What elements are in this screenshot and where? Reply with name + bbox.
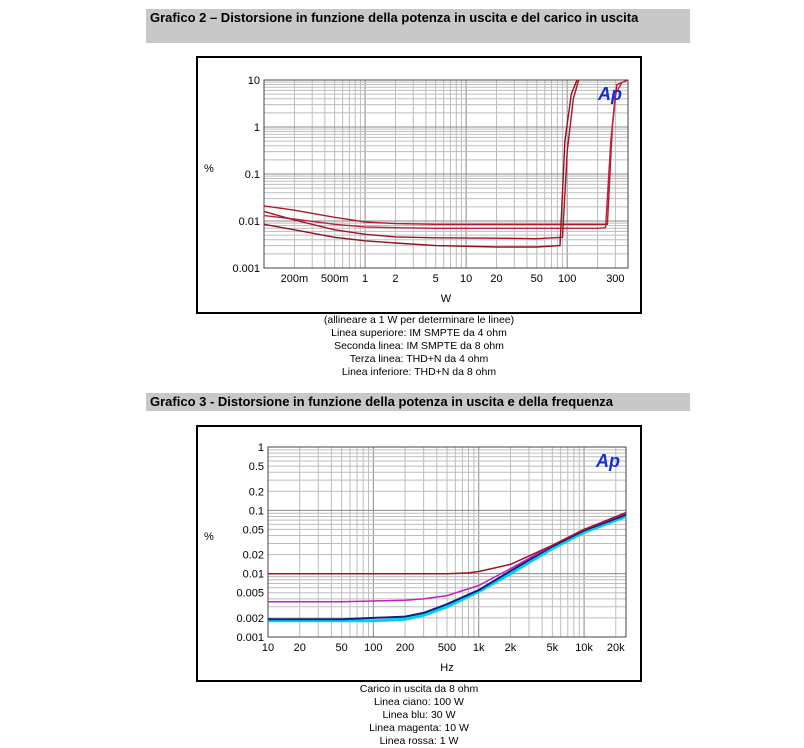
chart3-caption-line: Carico in uscita da 8 ohm xyxy=(359,683,479,695)
chart2-x-tick-label: 1 xyxy=(362,273,368,285)
chart2-y-tick-label: 0.1 xyxy=(245,169,260,181)
chart2-x-tick-label: 100 xyxy=(558,273,576,285)
chart3-panel: 1 0.5 0.2 0.1 0.05 0.02 0.01 0.005 0.002 0.001 10 2… xyxy=(196,425,642,682)
chart2-x-axis-label: W xyxy=(441,293,452,305)
chart2-y-axis-label: % xyxy=(204,163,214,175)
chart2-y-tick-label: 10 xyxy=(248,75,260,87)
chart2-ap-logo: Ap xyxy=(597,84,622,104)
chart3-series-line-1 xyxy=(268,513,627,621)
chart3-x-tick-label: 100 xyxy=(364,642,382,654)
chart3-x-tick-label: 20k xyxy=(607,642,625,654)
chart3-heading: Grafico 3 - Distorsione in funzione dell… xyxy=(146,393,690,411)
chart3-caption-line: Linea magenta: 10 W xyxy=(369,722,469,734)
chart2-y-tick-label: 0.01 xyxy=(239,216,260,228)
chart3-x-tick-label: 50 xyxy=(336,642,348,654)
chart3-y-axis-label: % xyxy=(204,531,214,543)
chart3-x-tick-label: 200 xyxy=(396,642,414,654)
chart3-grid xyxy=(267,446,626,638)
chart2-y-tick-label: 0.001 xyxy=(232,263,260,275)
chart3-series-line-3 xyxy=(268,511,627,575)
chart3-x-tick-label: 2k xyxy=(505,642,517,654)
chart2-y-tick-label: 1 xyxy=(254,122,260,134)
chart3-caption-line: Linea rossa: 1 W xyxy=(379,735,459,747)
chart3-x-axis-label: Hz xyxy=(440,662,453,674)
chart2-x-tick-label: 5 xyxy=(433,273,439,285)
chart2-caption-line: (allineare a 1 W per determinare le line… xyxy=(323,314,515,326)
chart3-caption-line: Linea blu: 30 W xyxy=(382,709,456,721)
chart3-y-tick-label: 0.5 xyxy=(249,461,264,473)
chart3-y-tick-label: 0.002 xyxy=(236,613,264,625)
chart2-caption-line: Seconda linea: IM SMPTE da 8 ohm xyxy=(334,340,504,352)
chart2-panel: 10 1 0.1 0.01 0.001 200m 500m 1 2 5 10 20 50 100 300% W… xyxy=(196,56,642,314)
chart2-x-tick-label: 10 xyxy=(460,273,472,285)
chart3-plot-frame xyxy=(267,446,627,638)
chart3-x-tick-label: 500 xyxy=(438,642,456,654)
chart2-caption-line: Linea superiore: IM SMPTE da 4 ohm xyxy=(331,327,507,339)
chart2-series-line-3 xyxy=(263,79,578,248)
chart2-plot-frame xyxy=(263,79,629,269)
chart3-y-tick-label: 0.001 xyxy=(236,632,264,644)
chart3-caption-line: Linea ciano: 100 W xyxy=(374,696,464,708)
chart2-x-tick-label: 500m xyxy=(321,273,349,285)
chart3-y-tick-label: 0.2 xyxy=(249,486,264,498)
chart2-caption: (allineare a 1 W per determinare le line… xyxy=(196,314,642,379)
chart3-x-tick-label: 20 xyxy=(294,642,306,654)
chart2-x-tick-label: 50 xyxy=(531,273,543,285)
chart3-y-tick-label: 0.05 xyxy=(243,524,264,536)
chart2-x-tick-label: 2 xyxy=(392,273,398,285)
chart2-caption-line: Terza linea: THD+N da 4 ohm xyxy=(349,353,489,365)
chart3-y-tick-label: 0.02 xyxy=(243,550,264,562)
chart3-series-line-0 xyxy=(268,515,627,623)
chart3-x-tick-label: 1k xyxy=(473,642,485,654)
chart2-series-line-1 xyxy=(263,81,623,229)
chart3-x-tick-label: 10k xyxy=(575,642,593,654)
chart2-x-tick-label: 200m xyxy=(281,273,309,285)
chart2-grid xyxy=(263,79,629,269)
chart3-y-tick-label: 0.1 xyxy=(249,505,264,517)
chart2-svg: 10 1 0.1 0.01 0.001 200m 500m 1 2 5 10 20 50 100 300% W… xyxy=(204,75,629,305)
chart3-y-tick-label: 1 xyxy=(258,442,264,454)
chart2-heading: Grafico 2 – Distorsione in funzione dell… xyxy=(146,9,690,43)
chart3-y-tick-label: 0.01 xyxy=(243,569,264,581)
chart3-caption: Carico in uscita da 8 ohm Linea ciano: 1… xyxy=(196,683,642,748)
chart2-x-tick-label: 20 xyxy=(490,273,502,285)
chart2-caption-line: Linea inferiore: THD+N da 8 ohm xyxy=(341,366,497,378)
chart3-ap-logo: Ap xyxy=(595,451,620,471)
chart2-series-line-2 xyxy=(263,79,580,240)
chart3-y-tick-label: 0.005 xyxy=(236,588,264,600)
chart3-x-tick-label: 10 xyxy=(262,642,274,654)
chart3-x-tick-label: 5k xyxy=(547,642,559,654)
chart2-x-tick-label: 300 xyxy=(606,273,624,285)
